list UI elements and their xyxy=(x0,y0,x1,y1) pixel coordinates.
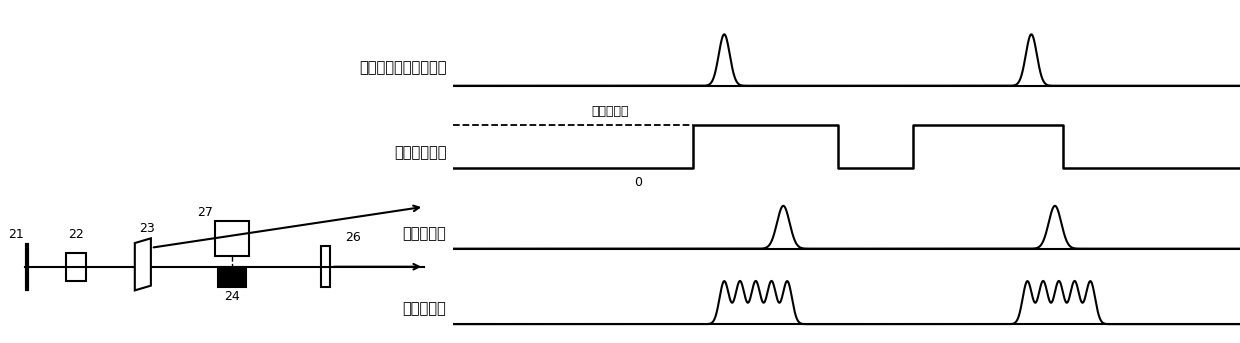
Polygon shape xyxy=(135,238,151,291)
Bar xyxy=(321,246,330,287)
Bar xyxy=(66,252,86,281)
Text: 偏振器输出: 偏振器输出 xyxy=(403,226,446,241)
Text: 26: 26 xyxy=(345,232,361,245)
Text: 24: 24 xyxy=(224,290,241,303)
Text: 21: 21 xyxy=(7,228,24,241)
Text: 输出镜输出: 输出镜输出 xyxy=(403,301,446,316)
Text: 27: 27 xyxy=(197,205,213,218)
Text: 22: 22 xyxy=(68,228,84,241)
Bar xyxy=(216,221,249,256)
Bar xyxy=(218,267,247,287)
Text: 四分之一波: 四分之一波 xyxy=(591,105,629,118)
Text: 0: 0 xyxy=(634,176,641,189)
Text: 23: 23 xyxy=(139,222,155,235)
Text: 重复频率变换系统输出: 重复频率变换系统输出 xyxy=(358,60,446,75)
Text: 普克尔盒电压: 普克尔盒电压 xyxy=(394,145,446,160)
